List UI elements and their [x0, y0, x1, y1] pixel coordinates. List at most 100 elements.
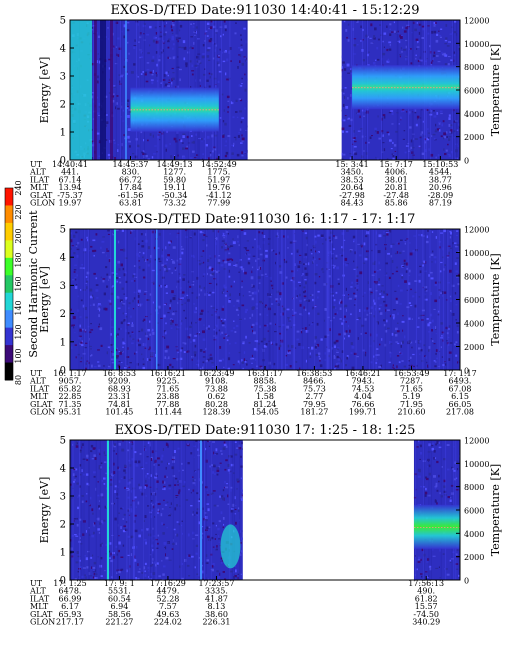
column-value: 71.65 — [400, 384, 423, 393]
column-value: 14:49:13 — [157, 160, 193, 169]
colorbar-swatch — [5, 292, 13, 311]
y-right-tick-label: 0 — [464, 367, 469, 376]
column-value: 1277. — [163, 168, 186, 177]
column-value: 17.84 — [119, 183, 142, 192]
column-value: 75.73 — [303, 384, 326, 393]
column-value: -50.34 — [162, 191, 188, 200]
column-value: 17:56:13 — [408, 579, 444, 588]
y-right-tick-label: 10000 — [464, 460, 489, 469]
y-tick-label: 5 — [60, 436, 66, 447]
column-value: 17:16:29 — [150, 579, 186, 588]
column-value: 58.56 — [108, 610, 131, 619]
column-value: 19.76 — [207, 183, 230, 192]
column-value: 38.77 — [429, 175, 452, 184]
y-right-tick-label: 4000 — [464, 320, 484, 329]
column-value: 68.93 — [108, 384, 131, 393]
column-value: -61.56 — [118, 191, 144, 200]
row-label: GLON — [30, 199, 55, 208]
column-value: 15.57 — [415, 602, 438, 611]
column-value: 14:45:37 — [113, 160, 149, 169]
y-tick-label: 4 — [60, 253, 66, 264]
y-axis-label: Energy [eV] — [38, 266, 51, 333]
row-label: ILAT — [30, 384, 50, 393]
row-label: ALT — [29, 377, 46, 386]
y-tick-label: 4 — [60, 464, 66, 475]
blob — [220, 524, 241, 569]
column-value: 77.88 — [156, 400, 179, 409]
column-value: -27.48 — [383, 191, 409, 200]
column-value: 19.97 — [59, 199, 82, 208]
column-value: 17:23:57 — [198, 579, 234, 588]
column-value: 80.28 — [205, 400, 228, 409]
column-value: 181.27 — [300, 408, 328, 417]
column-value: 95.31 — [59, 408, 82, 417]
streak — [110, 20, 113, 160]
panel-title: EXOS-D/TED Date:911030 17: 1:25 - 18: 1:… — [115, 423, 416, 438]
column-value: 59.80 — [163, 175, 186, 184]
column-value: 38.01 — [385, 175, 408, 184]
column-value: -74.50 — [413, 610, 439, 619]
column-value: 490. — [417, 587, 435, 596]
streak — [94, 20, 97, 160]
column-value: 4544. — [429, 168, 452, 177]
row-label: GLAT — [30, 191, 53, 200]
column-value: 75.38 — [254, 384, 277, 393]
colorbar-swatch — [5, 275, 13, 294]
y-right-tick-label: 4000 — [464, 110, 484, 119]
panel-title: EXOS-D/TED Date:911030 16: 1:17 - 17: 1:… — [115, 212, 416, 227]
column-value: 87.19 — [429, 199, 452, 208]
streak — [100, 20, 106, 160]
column-value: 49.63 — [156, 610, 179, 619]
energy-band — [352, 65, 460, 110]
column-value: 22.85 — [59, 392, 82, 401]
column-value: 61.82 — [415, 594, 438, 603]
column-value: 224.02 — [154, 618, 182, 627]
y-right-tick-label: 6000 — [464, 296, 484, 305]
colorbar-swatch — [5, 362, 13, 381]
y-right-tick-label: 10000 — [464, 40, 489, 49]
column-value: 15:10:53 — [422, 160, 458, 169]
column-value: 111.44 — [154, 408, 182, 417]
row-label: GLON — [30, 618, 55, 627]
column-value: 5531. — [108, 587, 131, 596]
column-value: 1.58 — [256, 392, 274, 401]
y-tick-label: 0 — [60, 576, 66, 587]
column-value: 23.31 — [108, 392, 131, 401]
column-value: 8.13 — [208, 602, 226, 611]
colorbar-tick-label: 180 — [14, 252, 23, 267]
y-right-axis-label: Temperature [K] — [489, 253, 502, 345]
y-right-tick-label: 2000 — [464, 133, 484, 142]
y-tick-label: 2 — [60, 520, 66, 531]
streak — [200, 440, 202, 580]
column-value: -75.37 — [57, 191, 83, 200]
panel-3: EXOS-D/TED Date:911030 17: 1:25 - 18: 1:… — [29, 423, 502, 627]
column-value: 16:46:21 — [345, 369, 381, 378]
streak — [125, 20, 127, 160]
column-value: -28.09 — [428, 191, 454, 200]
column-value: 52.28 — [156, 594, 179, 603]
colorbar-swatch — [5, 222, 13, 241]
y-right-tick-label: 8000 — [464, 273, 484, 282]
column-value: 66.72 — [119, 175, 142, 184]
y-tick-label: 1 — [60, 337, 66, 348]
column-value: 226.31 — [202, 618, 230, 627]
column-value: 14:40:41 — [52, 160, 88, 169]
colorbar-swatch — [5, 188, 13, 206]
column-value: 5.19 — [403, 392, 421, 401]
y-tick-label: 4 — [60, 44, 66, 55]
column-value: 16:31:17 — [247, 369, 283, 378]
y-right-tick-label: 2000 — [464, 553, 484, 562]
row-label: ILAT — [30, 175, 50, 184]
y-tick-label: 5 — [60, 16, 66, 27]
column-value: 6.17 — [61, 602, 79, 611]
colorbar-tick-label: 120 — [14, 324, 23, 339]
column-value: 4479. — [156, 587, 179, 596]
column-value: 9209. — [108, 377, 131, 386]
column-value: 210.60 — [397, 408, 425, 417]
y-right-tick-label: 10000 — [464, 249, 489, 258]
row-label: ALT — [29, 587, 46, 596]
column-value: 101.45 — [105, 408, 133, 417]
column-value: 340.29 — [412, 618, 440, 627]
colorbar-tick-label: 220 — [14, 204, 23, 219]
column-value: 6478. — [59, 587, 82, 596]
